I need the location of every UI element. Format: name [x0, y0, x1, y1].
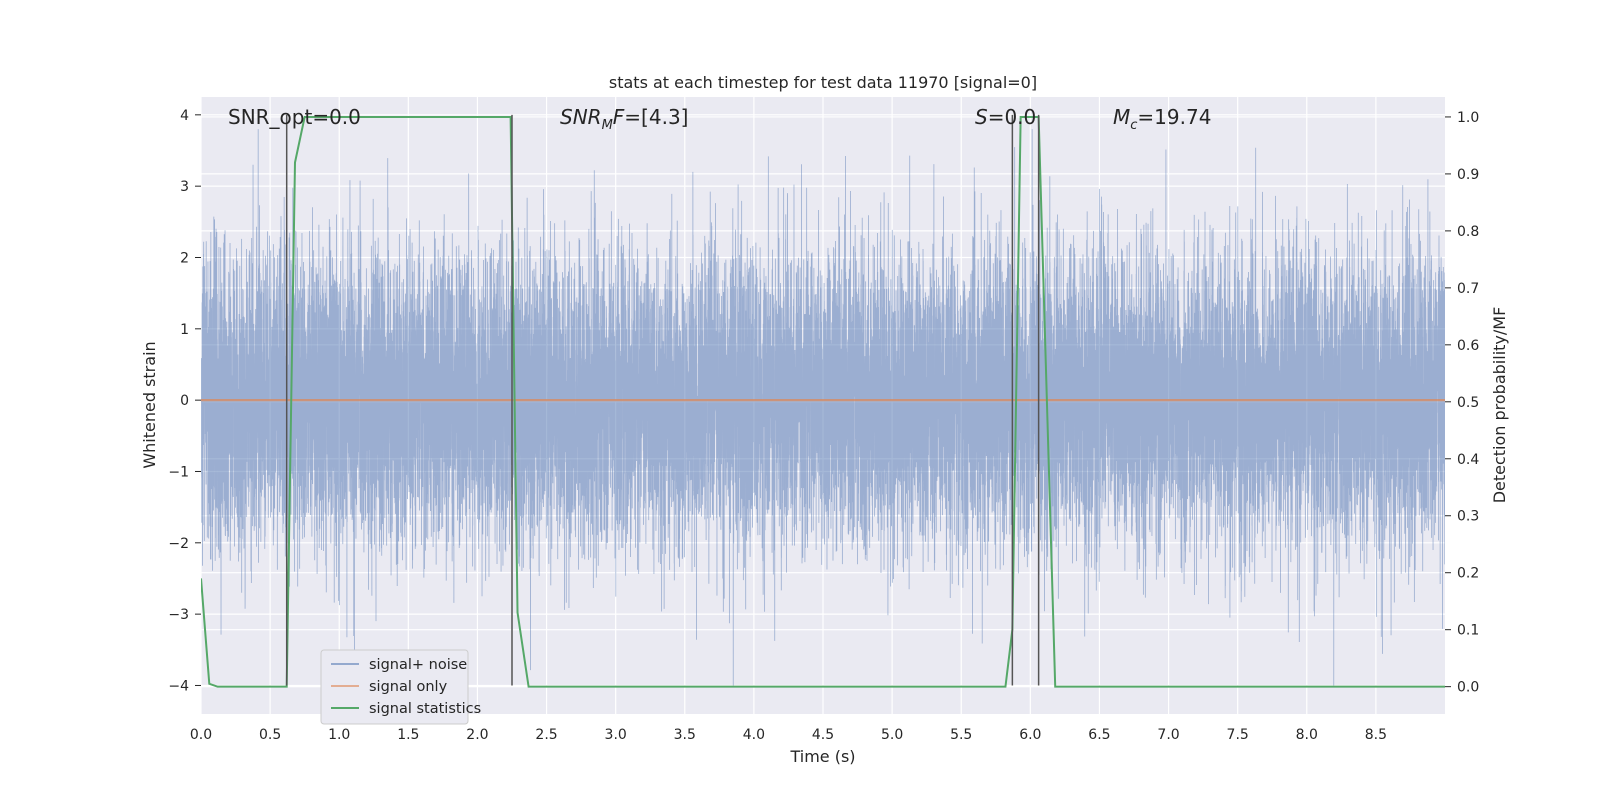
x-tick-label: 0.5	[259, 727, 281, 743]
y-tick-label: −4	[168, 678, 189, 694]
series-signal-noise	[201, 129, 1445, 686]
y2-axis-label: Detection probability/MF	[1490, 307, 1509, 504]
y-tick-label: 0	[180, 393, 189, 409]
y2-tick-label: 1.0	[1457, 110, 1479, 126]
y-tick-label: −1	[168, 464, 189, 480]
x-tick-label: 1.5	[397, 727, 419, 743]
y-tick-label: −3	[168, 607, 189, 623]
x-tick-label: 5.5	[950, 727, 972, 743]
x-tick-label: 4.0	[743, 727, 765, 743]
legend-label-signal-only: signal only	[369, 679, 448, 695]
y2-tick-label: 0.5	[1457, 395, 1479, 411]
annotation-snr-mf: SNRMF=[4.3]	[560, 105, 688, 133]
series-lines	[201, 115, 1445, 688]
tick-labels: 0.0 0.5 1.0 1.5 2.0 2.5 3.0 3.5 4.0 4.5 5.0 5.5 6.0 6…	[168, 108, 1479, 743]
x-tick-label: 3.0	[605, 727, 627, 743]
legend-label-signal-statistics: signal statistics	[369, 701, 481, 717]
x-tick-label: 8.0	[1296, 727, 1318, 743]
x-tick-label: 7.5	[1227, 727, 1249, 743]
y2-tick-label: 0.6	[1457, 338, 1479, 354]
annotation-chirp-mass: Mc=19.74	[1113, 105, 1211, 133]
vertical-markers	[285, 114, 1040, 686]
annotation-snr-opt: SNR_opt=0.0	[228, 105, 361, 129]
y2-tick-label: 0.4	[1457, 452, 1479, 468]
y2-tick-label: 0.3	[1457, 509, 1479, 525]
annotation-s-stat: S=0.0	[975, 105, 1036, 129]
y-tick-label: 4	[180, 108, 189, 124]
y-tick-label: 2	[180, 250, 189, 266]
y2-tick-label: 0.9	[1457, 167, 1479, 183]
y2-tick-label: 0.2	[1457, 566, 1479, 582]
x-tick-label: 8.5	[1365, 727, 1387, 743]
x-tick-label: 2.0	[466, 727, 488, 743]
x-tick-label: 4.5	[812, 727, 834, 743]
y2-tick-label: 0.1	[1457, 623, 1479, 639]
y-tick-label: −2	[168, 536, 189, 552]
y-tick-label: 3	[180, 179, 189, 195]
x-tick-label: 7.0	[1157, 727, 1179, 743]
x-tick-label: 5.0	[881, 727, 903, 743]
series-line-signal-noise	[201, 129, 1445, 686]
y-axis-label: Whitened strain	[140, 341, 159, 468]
x-tick-label: 0.0	[190, 727, 212, 743]
y2-tick-label: 0.0	[1457, 680, 1479, 696]
series-line-signal-statistics	[201, 115, 1445, 688]
x-tick-label: 2.5	[535, 727, 557, 743]
x-tick-label: 3.5	[674, 727, 696, 743]
chart-title: stats at each timestep for test data 119…	[609, 73, 1037, 92]
legend-label-signal-noise: signal+ noise	[369, 657, 467, 673]
y2-tick-label: 0.7	[1457, 281, 1479, 297]
x-tick-label: 6.5	[1088, 727, 1110, 743]
x-axis-label: Time (s)	[789, 747, 855, 766]
y-tick-label: 1	[180, 322, 189, 338]
y2-tick-label: 0.8	[1457, 224, 1479, 240]
legend: signal+ noise signal only signal statist…	[320, 649, 481, 725]
x-tick-label: 6.0	[1019, 727, 1041, 743]
x-tick-label: 1.0	[328, 727, 350, 743]
legend-box	[320, 649, 469, 725]
